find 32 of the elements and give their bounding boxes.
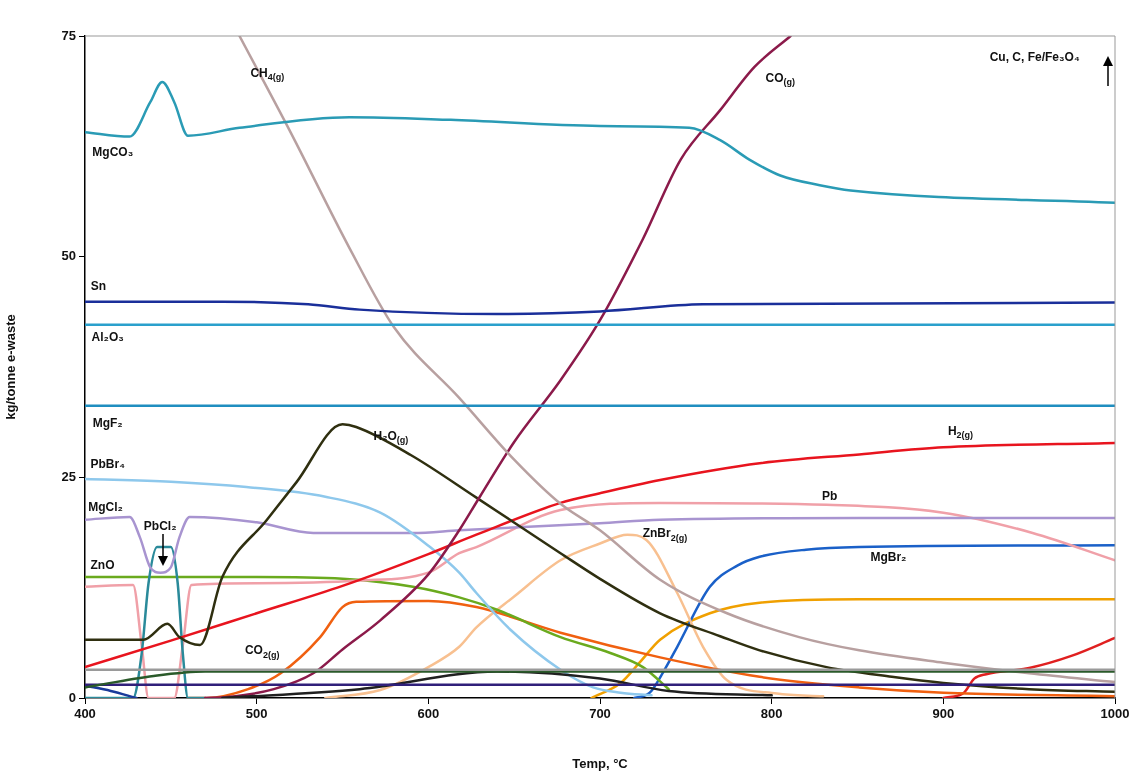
line-series (238, 36, 1115, 684)
y-tick-label: 25 (61, 468, 76, 484)
line-series (85, 515, 1115, 574)
line-series (85, 300, 1115, 316)
line-series (85, 80, 1115, 205)
series-label: PbCl₂ (143, 518, 177, 533)
x-tick-label: 600 (417, 706, 440, 722)
line-series (85, 575, 670, 691)
line-series (633, 544, 1115, 698)
series-label: PbBr₄ (90, 456, 126, 471)
line-series (85, 545, 207, 698)
series-label: Al₂O₃ (91, 330, 124, 345)
x-axis-title: Temp, °C (572, 755, 629, 771)
series-label: Pb (822, 489, 838, 504)
x-tick-label: 400 (74, 706, 96, 722)
series-label: MgCl₂ (88, 500, 123, 515)
series-label: Sn (90, 279, 107, 294)
x-tick-label: 1000 (1100, 706, 1130, 722)
x-tick-label: 500 (245, 706, 268, 722)
series-label: MgF₂ (92, 416, 123, 431)
x-tick-label: 800 (760, 706, 783, 722)
y-tick-label: 50 (61, 248, 76, 264)
line-series (590, 597, 1115, 698)
x-tick-label: 700 (589, 706, 611, 722)
y-tick-label: 75 (61, 27, 76, 43)
y-axis-title: kg/tonne e-waste (3, 314, 19, 420)
x-tick-label: 900 (932, 706, 955, 722)
series-label: MgBr₂ (870, 549, 907, 564)
series-label: MgCO₃ (92, 145, 134, 160)
annotation: Cu, C, Fe/Fe₃O₄ (989, 50, 1080, 65)
y-tick-label: 0 (68, 689, 76, 705)
series-label: ZnO (90, 557, 115, 572)
